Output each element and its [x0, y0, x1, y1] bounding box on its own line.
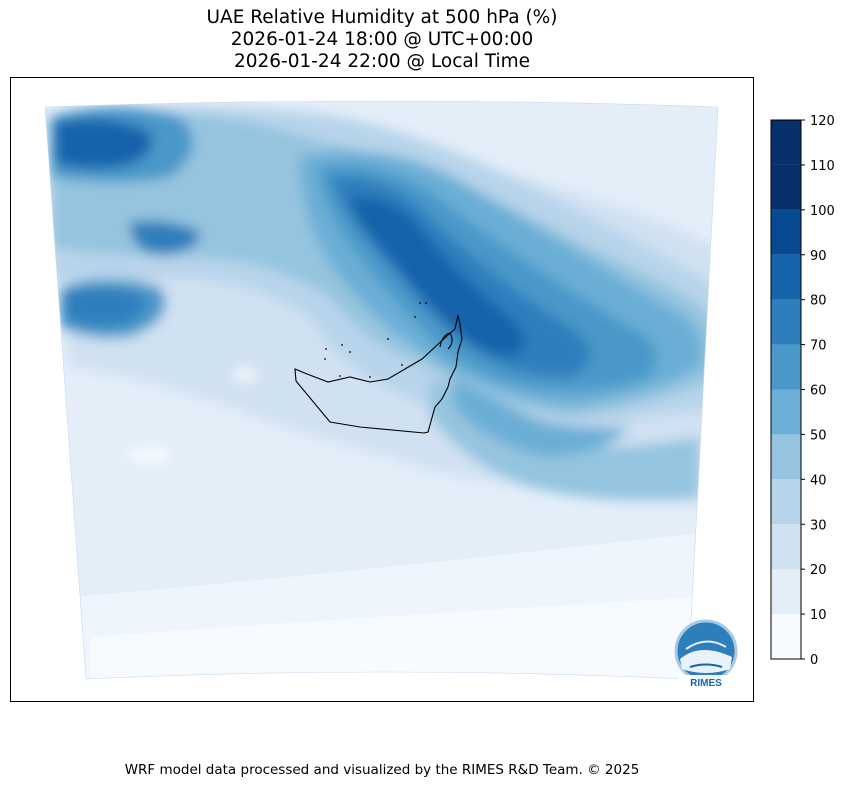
chart-title: UAE Relative Humidity at 500 hPa (%) 202… — [11, 7, 753, 73]
title-line-2: 2026-01-24 18:00 @ UTC+00:00 — [230, 29, 534, 50]
colorbar-band — [771, 120, 801, 165]
colorbar-bands — [771, 120, 801, 659]
colorbar-band — [771, 614, 801, 659]
colorbar-tick-label: 110 — [810, 159, 835, 174]
colorbar-tick-label: 40 — [810, 473, 827, 488]
colorbar-band — [771, 434, 801, 480]
colorbar-band — [771, 299, 801, 345]
colorbar-tick-label: 30 — [810, 518, 827, 533]
colorbar-tick-label: 80 — [810, 294, 827, 309]
colorbar-band — [771, 344, 801, 390]
humidity-field — [45, 101, 718, 679]
footer-credit: WRF model data processed and visualized … — [124, 762, 640, 778]
colorbar-tick-label: 100 — [810, 204, 835, 219]
uae-boundary — [294, 314, 463, 434]
colorbar-tick-label: 20 — [810, 563, 827, 578]
rimes-logo-text: RIMES — [690, 678, 722, 689]
title-line-3: 2026-01-24 22:00 @ Local Time — [233, 51, 531, 72]
title-line-1: UAE Relative Humidity at 500 hPa (%) — [206, 7, 558, 28]
colorbar-band — [771, 164, 801, 210]
colorbar-band — [771, 389, 801, 435]
colorbar-tick-label: 0 — [810, 653, 818, 668]
colorbar-tick-label: 60 — [810, 384, 827, 399]
map-panel: RIMES — [10, 77, 754, 702]
colorbar-band — [771, 569, 801, 615]
colorbar-tick-label: 50 — [810, 428, 827, 443]
rimes-logo: RIMES — [674, 619, 738, 689]
colorbar-band — [771, 524, 801, 570]
colorbar-band — [771, 479, 801, 525]
colorbar-tick-label: 70 — [810, 339, 827, 354]
colorbar-tick-label: 10 — [810, 608, 827, 623]
colorbar-tick-label: 90 — [810, 249, 827, 264]
colorbar-tick-label: 120 — [810, 114, 835, 129]
coastal-islands — [324, 302, 427, 378]
colorbar-band — [771, 209, 801, 255]
colorbar-band — [771, 254, 801, 300]
